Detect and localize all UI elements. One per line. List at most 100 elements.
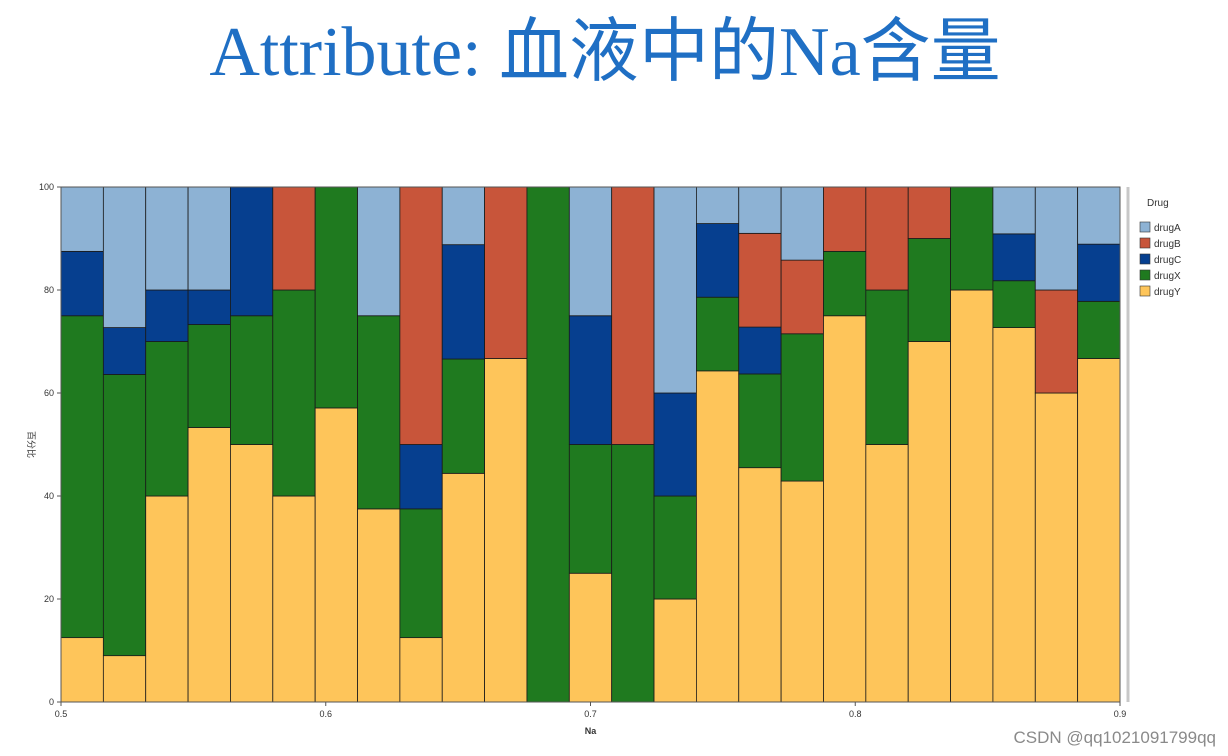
bar-segment-drugY — [272, 495, 316, 703]
bar-segment-drugY — [780, 480, 824, 703]
bar-segment-drugC — [60, 250, 104, 317]
bar-segment-drugA — [187, 186, 231, 291]
bar-segment-drugB — [738, 232, 782, 328]
bar-segment-drugA — [653, 186, 697, 394]
bar-segment-drugC — [568, 315, 613, 445]
bar-segment-drugY — [484, 358, 528, 703]
bar-segment-drugX — [780, 333, 824, 482]
y-tick-label: 60 — [44, 388, 54, 398]
bar-segment-drugB — [611, 186, 655, 445]
bar-segment-drugY — [399, 637, 443, 703]
bar-segment-drugX — [314, 186, 358, 409]
legend-swatch-drugA — [1139, 221, 1151, 233]
bar-segment-drugC — [230, 186, 274, 317]
bar-segment-drugX — [950, 186, 994, 291]
bar-segment-drugY — [696, 370, 740, 703]
bar-segment-drugY — [950, 289, 994, 703]
bar-segment-drugA — [60, 186, 104, 252]
bar-segment-drugB — [272, 186, 316, 291]
legend-label-drugY: drugY — [1154, 287, 1181, 298]
bar-segment-drugX — [526, 186, 570, 703]
bar-segment-drugX — [738, 373, 782, 469]
bar-segment-drugY — [823, 315, 867, 703]
bar-segment-drugY — [907, 341, 951, 703]
bar-segment-drugA — [1077, 186, 1121, 245]
bar-segment-drugX — [357, 315, 401, 510]
bar-segment-drugX — [441, 358, 485, 474]
bar-segment-drugA — [145, 186, 189, 291]
bar-segment-drugX — [272, 289, 316, 497]
bar-segment-drugA — [780, 186, 824, 261]
bar-segment-drugA — [992, 186, 1036, 235]
bar-segment-drugB — [484, 186, 528, 359]
bar-segment-drugA — [357, 186, 401, 317]
y-axis-label: 百分比 — [25, 431, 37, 458]
bar-segment-drugX — [187, 324, 231, 428]
bar-segment-drugY — [230, 444, 274, 703]
bar-segment-drugX — [865, 289, 909, 445]
x-tick-label: 0.8 — [849, 709, 862, 719]
bar-segment-drugX — [102, 374, 147, 657]
x-tick-label: 0.7 — [584, 709, 597, 719]
bar-segment-drugY — [992, 327, 1036, 703]
legend-swatch-drugC — [1139, 253, 1151, 265]
bar-segment-drugB — [1034, 289, 1079, 394]
bar-segment-drugX — [568, 444, 613, 574]
bar-segment-drugA — [738, 186, 782, 234]
bar-segment-drugC — [441, 244, 485, 360]
bar-segment-drugA — [441, 186, 485, 246]
bar-segment-drugX — [907, 238, 951, 342]
bar-segment-drugC — [1077, 243, 1121, 302]
bar-segment-drugY — [357, 508, 401, 703]
bar-segment-drugA — [696, 186, 740, 224]
legend-title: Drug — [1147, 198, 1169, 209]
bar-segment-drugY — [314, 407, 358, 703]
bar-segment-drugC — [653, 392, 697, 497]
x-tick-label: 0.6 — [319, 709, 332, 719]
bar-segment-drugX — [653, 495, 697, 600]
legend-swatch-drugY — [1139, 285, 1151, 297]
bar-segment-drugX — [60, 315, 104, 639]
legend-label-drugC: drugC — [1154, 255, 1181, 266]
bar-segment-drugY — [865, 444, 909, 703]
bar-segment-drugB — [823, 186, 867, 252]
bar-segment-drugB — [907, 186, 951, 239]
legend-swatch-drugB — [1139, 237, 1151, 249]
x-tick-label: 0.5 — [55, 709, 68, 719]
bar-segment-drugC — [187, 289, 231, 325]
bar-segment-drugB — [865, 186, 909, 291]
bar-segment-drugA — [102, 186, 147, 328]
bar-segment-drugC — [738, 326, 782, 375]
bar-segment-drugX — [1077, 300, 1121, 359]
bar-segment-drugY — [60, 637, 104, 703]
bar-segment-drugX — [230, 315, 274, 445]
bar-segment-drugX — [696, 296, 740, 372]
watermark: CSDN @qq1021091799qq — [1013, 728, 1216, 747]
bar-segment-drugY — [1077, 358, 1121, 703]
bar-segment-drugC — [399, 444, 443, 510]
bar-segment-drugX — [399, 508, 443, 639]
bar-segment-drugX — [611, 444, 655, 703]
y-tick-label: 80 — [44, 285, 54, 295]
bar-segment-drugY — [102, 655, 147, 703]
x-tick-label: 0.9 — [1114, 709, 1127, 719]
bar-segment-drugA — [568, 186, 613, 317]
bar-segment-drugA — [1034, 186, 1079, 291]
legend-label-drugB: drugB — [1154, 239, 1181, 250]
bar-segment-drugX — [823, 250, 867, 317]
bar-segment-drugX — [145, 341, 189, 497]
x-axis-label: Na — [585, 726, 597, 736]
y-tick-label: 0 — [49, 697, 54, 707]
legend-swatch-drugX — [1139, 269, 1151, 281]
bar-segment-drugX — [992, 280, 1036, 328]
bar-segment-drugY — [653, 598, 697, 703]
y-tick-label: 20 — [44, 594, 54, 604]
bar-segment-drugY — [738, 467, 782, 703]
bar-segment-drugY — [187, 427, 231, 703]
bar-segment-drugC — [102, 327, 147, 375]
bar-segment-drugY — [441, 472, 485, 703]
y-tick-label: 40 — [44, 491, 54, 501]
bar-segment-drugY — [568, 572, 613, 703]
legend-label-drugA: drugA — [1154, 223, 1181, 234]
